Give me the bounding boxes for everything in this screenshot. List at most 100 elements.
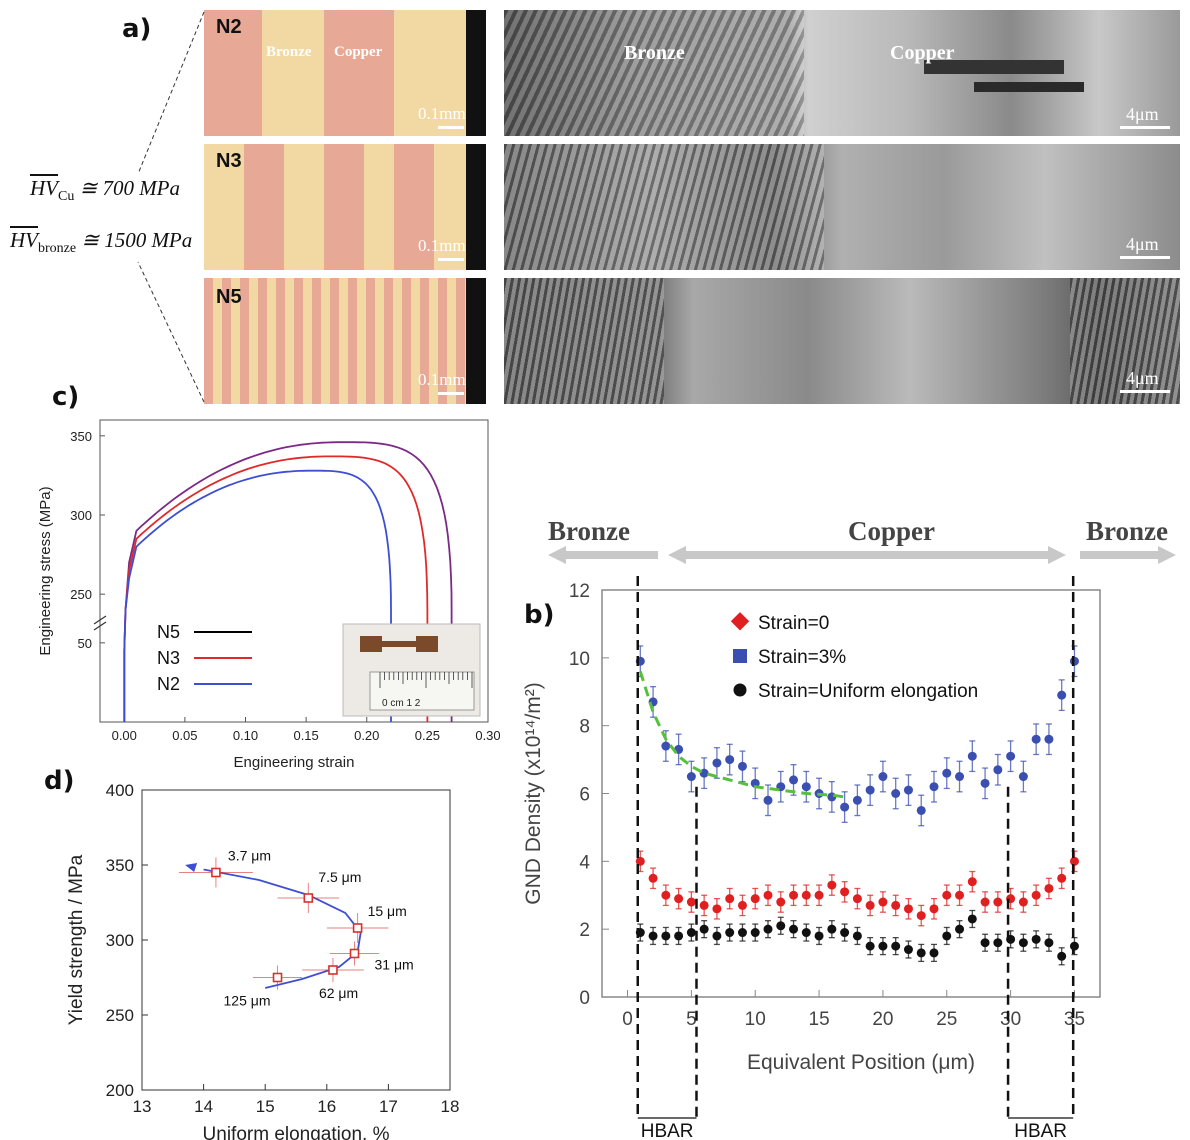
legend-label: Strain=3% bbox=[758, 647, 846, 668]
y-tick-label: 8 bbox=[579, 717, 590, 738]
header-bronze-right: Bronze bbox=[1086, 516, 1168, 546]
x-tick-label: 10 bbox=[745, 1009, 766, 1030]
data-point bbox=[737, 900, 747, 910]
scale-bar bbox=[438, 126, 464, 129]
data-point bbox=[801, 890, 811, 900]
x-tick-label: 30 bbox=[1000, 1009, 1021, 1030]
data-point bbox=[789, 775, 799, 785]
x-tick-label: 0.20 bbox=[354, 728, 379, 743]
data-point bbox=[737, 761, 747, 771]
data-point bbox=[352, 923, 363, 933]
data-point bbox=[1031, 890, 1041, 900]
sem-label-bronze: Bronze bbox=[624, 42, 685, 64]
x-axis-label: Equivalent Position (μm) bbox=[747, 1051, 975, 1074]
data-point bbox=[661, 931, 671, 941]
scale-bar bbox=[1120, 126, 1170, 129]
data-point bbox=[303, 893, 314, 903]
sample-label-n2: N2 bbox=[216, 16, 242, 38]
data-point bbox=[1018, 897, 1028, 907]
data-point bbox=[1044, 734, 1054, 744]
sample-label-n5: N5 bbox=[216, 286, 242, 308]
sem-image-n5: 4μm bbox=[504, 278, 1180, 404]
legend-label: N3 bbox=[157, 648, 180, 668]
legend-label: N5 bbox=[157, 622, 180, 642]
y-tick-label: 10 bbox=[569, 649, 590, 670]
curve-n5 bbox=[123, 441, 453, 722]
scale-bar bbox=[1120, 390, 1170, 393]
hardness-bronze: HVbronze ≅ 1500 MPa bbox=[10, 228, 193, 257]
header-copper: Copper bbox=[848, 516, 935, 546]
y-tick-label: 300 bbox=[106, 931, 134, 950]
y-tick-label: 250 bbox=[106, 1006, 134, 1025]
panel-a-label: a) bbox=[122, 14, 152, 44]
scale-bar bbox=[438, 258, 464, 261]
data-point bbox=[725, 928, 735, 938]
data-point bbox=[1006, 751, 1016, 761]
x-tick-label: 16 bbox=[317, 1097, 336, 1116]
x-tick-label: 0.05 bbox=[172, 728, 197, 743]
data-point bbox=[211, 867, 221, 878]
panel-b-label: b) bbox=[524, 600, 555, 630]
data-point bbox=[648, 931, 658, 941]
data-point bbox=[712, 758, 722, 768]
data-point bbox=[1057, 690, 1067, 700]
data-point bbox=[993, 897, 1003, 907]
point-label: 125 μm bbox=[224, 993, 271, 1009]
data-point bbox=[916, 805, 926, 815]
scale-bar-label: 0.1mm bbox=[418, 236, 466, 255]
data-point bbox=[852, 931, 862, 941]
x-tick-label: 15 bbox=[256, 1097, 275, 1116]
legend-label: N2 bbox=[157, 674, 180, 694]
data-point bbox=[725, 755, 735, 765]
data-point bbox=[903, 945, 913, 955]
data-point bbox=[1044, 883, 1054, 893]
scale-bar-label: 4μm bbox=[1126, 368, 1159, 388]
data-point bbox=[1057, 873, 1067, 883]
y-tick-label: 350 bbox=[70, 429, 92, 444]
point-label: 7.5 μm bbox=[318, 869, 361, 885]
data-point bbox=[1031, 934, 1041, 944]
data-point bbox=[916, 911, 926, 921]
legend-label: Strain=0 bbox=[758, 613, 829, 634]
y-tick-label: 250 bbox=[70, 587, 92, 602]
legend-marker-uniform bbox=[733, 683, 747, 697]
data-point bbox=[903, 904, 913, 914]
scale-bar bbox=[438, 392, 464, 395]
hbar-label-right: HBAR bbox=[1014, 1121, 1067, 1140]
data-point bbox=[686, 772, 696, 782]
data-point bbox=[776, 897, 786, 907]
data-point bbox=[789, 924, 799, 934]
x-tick-label: 0.25 bbox=[415, 728, 440, 743]
data-point bbox=[891, 941, 901, 951]
data-point bbox=[635, 856, 645, 866]
x-tick-label: 18 bbox=[441, 1097, 460, 1116]
data-point bbox=[328, 965, 338, 975]
data-point bbox=[993, 938, 1003, 948]
trend-arrowhead bbox=[185, 863, 198, 872]
data-point bbox=[916, 948, 926, 958]
data-point bbox=[955, 890, 965, 900]
zoom-lines bbox=[137, 11, 205, 403]
data-point bbox=[840, 802, 850, 812]
data-point bbox=[272, 972, 283, 983]
data-point bbox=[942, 890, 952, 900]
data-point bbox=[929, 948, 939, 958]
data-point bbox=[827, 880, 837, 890]
header-bronze-left: Bronze bbox=[548, 516, 630, 546]
data-point bbox=[929, 782, 939, 792]
specimen-image bbox=[360, 636, 438, 652]
data-point bbox=[903, 785, 913, 795]
data-point bbox=[1018, 772, 1028, 782]
micrograph-n3: N3 0.1mm bbox=[204, 144, 486, 270]
data-point bbox=[699, 900, 709, 910]
data-point bbox=[801, 782, 811, 792]
data-point bbox=[801, 928, 811, 938]
data-point bbox=[942, 931, 952, 941]
data-point bbox=[878, 941, 888, 951]
x-axis-label: Uniform elongation, % bbox=[203, 1124, 390, 1140]
data-point bbox=[776, 921, 786, 931]
micrograph-n2: N2 Bronze Copper 0.1mm bbox=[204, 10, 486, 136]
panel-c-label: c) bbox=[52, 382, 80, 412]
data-point bbox=[712, 904, 722, 914]
sem-image-n3: 4μm bbox=[504, 144, 1180, 270]
